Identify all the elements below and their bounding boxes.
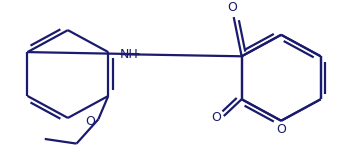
Text: O: O: [85, 115, 95, 128]
Text: NH: NH: [120, 48, 139, 61]
Text: O: O: [276, 123, 286, 136]
Text: O: O: [211, 111, 221, 124]
Text: O: O: [227, 1, 237, 14]
